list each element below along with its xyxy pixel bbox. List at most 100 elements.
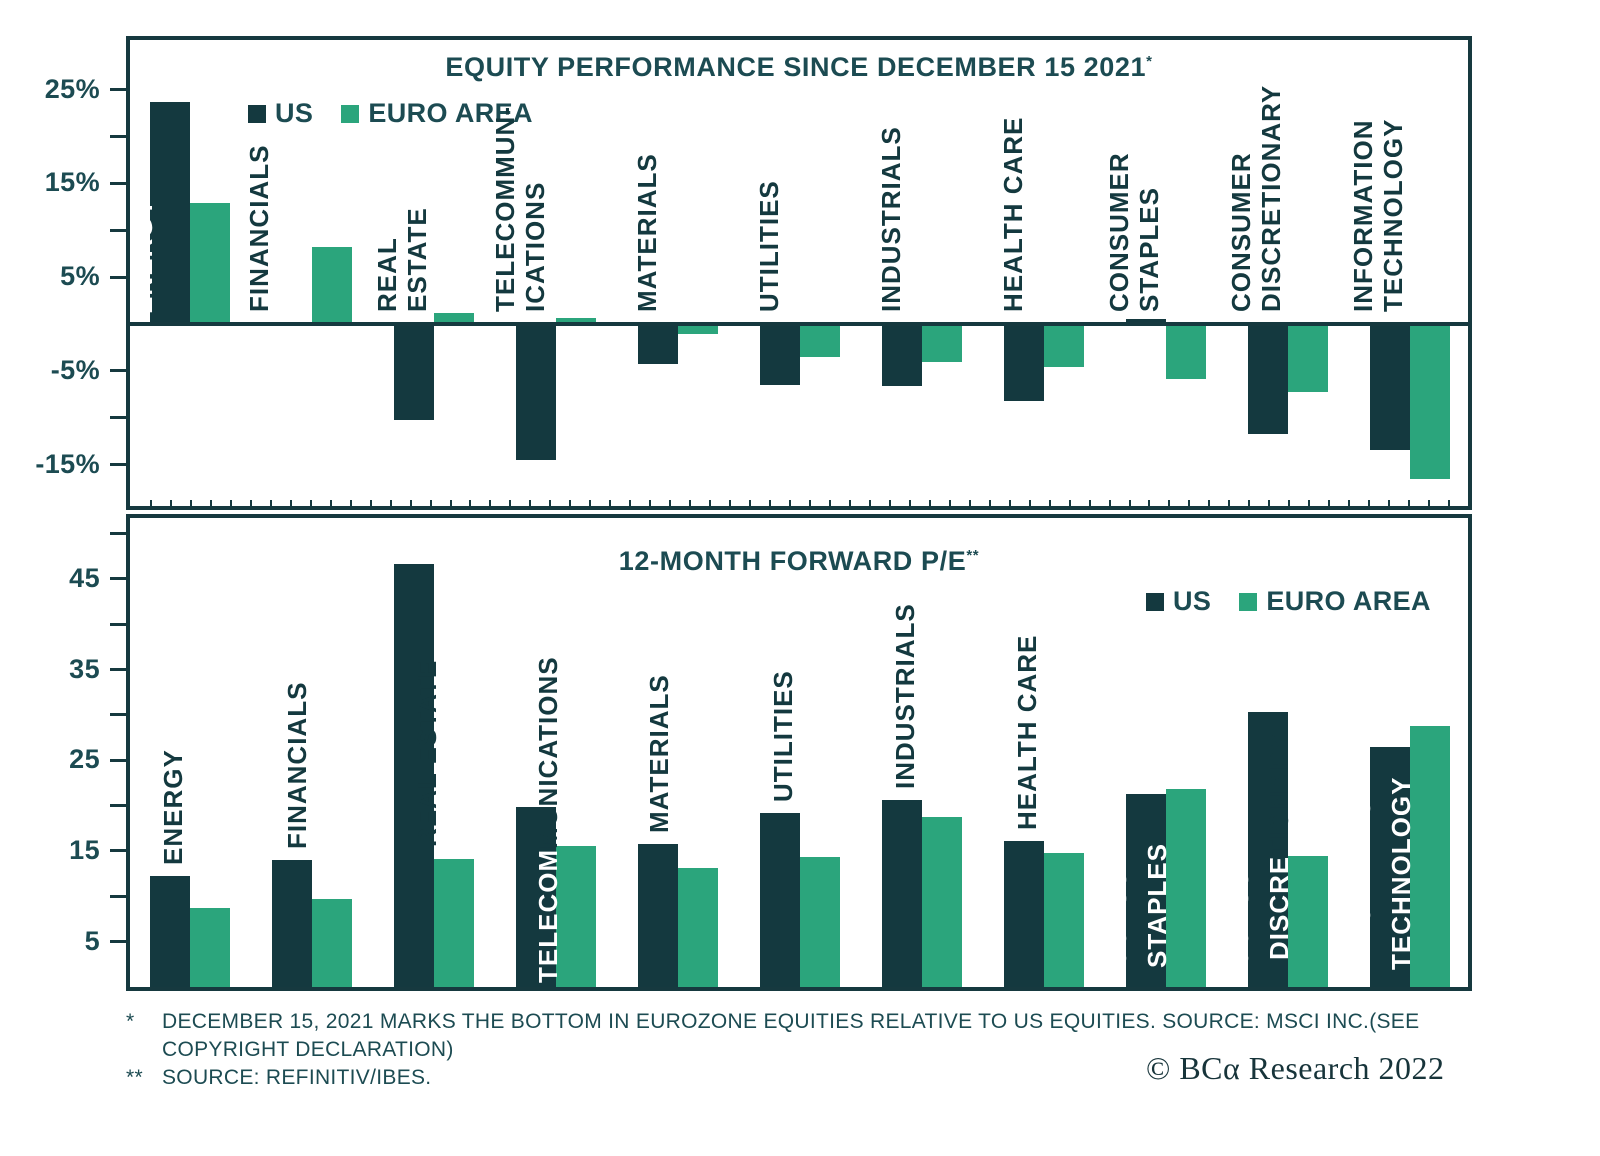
- category-label-consumer-staples: STAPLES: [1134, 187, 1164, 312]
- footnotes: * DECEMBER 15, 2021 MARKS THE BOTTOM IN …: [126, 1008, 1466, 1092]
- bar-us-industrials: [882, 800, 922, 987]
- x-axis-minor-tick: [928, 500, 931, 506]
- bar-euro-area-real-estate: [434, 859, 474, 987]
- legend-item-euro-area: EURO AREA: [1239, 586, 1431, 617]
- x-axis-minor-tick: [1088, 500, 1091, 506]
- y-axis-tick-label: 25%: [44, 73, 100, 104]
- forward-pe-chart-panel: 12-MONTH FORWARD P/E** US EURO AREA 45 35…: [69, 514, 1472, 991]
- y-axis-tick-label: 15%: [44, 167, 100, 198]
- y-axis-tick: [110, 758, 126, 762]
- bar-euro-area-consumer-discretionary: [1288, 324, 1328, 393]
- category-label-energy: ENERGY: [158, 749, 188, 865]
- x-axis-minor-tick: [629, 500, 632, 506]
- y-axis-tick: [110, 416, 126, 420]
- y-axis-tick: [110, 88, 126, 92]
- x-axis-minor-tick: [389, 500, 392, 506]
- x-axis-minor-tick: [589, 500, 592, 506]
- category-label-consumer-staples: STAPLES: [1142, 843, 1172, 968]
- y-axis-tick-label: 5%: [60, 261, 100, 292]
- y-axis-tick: [110, 228, 126, 232]
- us-swatch-icon: [1146, 592, 1164, 611]
- x-axis-minor-tick: [1348, 500, 1351, 506]
- x-axis-minor-tick: [169, 500, 172, 506]
- bar-euro-area-health-care: [1044, 852, 1084, 987]
- x-axis-minor-tick: [988, 500, 991, 506]
- bar-us-consumer-discretionary: [1248, 324, 1288, 434]
- y-axis-tick: [110, 894, 126, 898]
- y-axis-tick: [110, 181, 126, 185]
- x-axis-minor-tick: [749, 500, 752, 506]
- y-axis-tick: [110, 532, 126, 535]
- x-axis-minor-tick: [1428, 500, 1431, 506]
- bar-us-telecommunications: [516, 806, 556, 987]
- category-label-real-estate: REAL ESTATE: [412, 659, 442, 847]
- x-axis-minor-tick: [569, 500, 572, 506]
- chart-title-footnote-marker: **: [966, 547, 980, 564]
- x-axis-minor-tick: [1108, 500, 1111, 506]
- bar-euro-area-real-estate: [434, 312, 474, 324]
- y-axis-tick: [110, 369, 126, 373]
- x-axis-minor-tick: [489, 500, 492, 506]
- legend-item-euro-area: EURO AREA: [341, 98, 533, 129]
- x-axis-minor-tick: [149, 500, 152, 506]
- y-axis-tick-label: 15: [69, 834, 100, 865]
- bar-euro-area-utilities: [800, 324, 840, 357]
- bar-us-utilities: [760, 324, 800, 385]
- x-axis-minor-tick: [1388, 500, 1391, 506]
- chart-title-footnote-marker: *: [1146, 53, 1153, 70]
- category-label-utilities: UTILITIES: [754, 180, 784, 312]
- x-axis-minor-tick: [1188, 500, 1191, 506]
- chart-title-text: 12-MONTH FORWARD P/E: [618, 546, 967, 576]
- y-axis-tick: [110, 463, 126, 467]
- category-label-information-technology: INFORMATION: [1346, 777, 1376, 971]
- x-axis-minor-tick: [709, 500, 712, 506]
- legend-item-us: US: [1146, 586, 1211, 617]
- x-axis-minor-tick: [469, 500, 472, 506]
- bar-us-real-estate: [394, 564, 434, 987]
- category-label-health-care: HEALTH CARE: [998, 116, 1028, 312]
- category-label-telecommunications: TELECOMMUN-: [490, 106, 520, 312]
- x-axis-minor-tick: [1248, 500, 1251, 506]
- legend-label-us: US: [1173, 586, 1212, 616]
- bca-research-logo: © BCα Research 2022: [1146, 1050, 1445, 1086]
- y-axis-tick-label: 35: [69, 653, 100, 684]
- x-axis-minor-tick: [549, 500, 552, 506]
- x-axis-minor-tick: [1368, 500, 1371, 506]
- x-axis-minor-tick: [968, 500, 971, 506]
- bar-euro-area-industrials: [922, 817, 962, 987]
- x-axis-minor-tick: [1268, 500, 1271, 506]
- x-axis-minor-tick: [449, 500, 452, 506]
- bar-euro-area-utilities: [800, 857, 840, 987]
- x-axis-minor-tick: [349, 500, 352, 506]
- bar-euro-area-industrials: [922, 324, 962, 363]
- footnote-2: ** SOURCE: REFINITIV/IBES.: [126, 1064, 1466, 1092]
- equity-performance-chart-panel: EQUITY PERFORMANCE SINCE DECEMBER 15 202…: [35, 36, 1472, 510]
- euro-area-swatch-icon: [341, 104, 360, 123]
- footnote-1: * DECEMBER 15, 2021 MARKS THE BOTTOM IN …: [126, 1008, 1466, 1064]
- bar-us-financials: [272, 860, 312, 987]
- x-axis-minor-tick: [229, 500, 232, 506]
- bar-us-real-estate: [394, 324, 434, 420]
- x-axis-minor-tick: [269, 500, 272, 506]
- chart-title-text: EQUITY PERFORMANCE SINCE DECEMBER 15 202…: [445, 52, 1147, 82]
- category-label-materials: MATERIALS: [632, 153, 662, 312]
- x-axis-minor-tick: [409, 500, 412, 506]
- x-axis-minor-tick: [888, 500, 891, 506]
- category-label-financials: FINANCIALS: [282, 681, 312, 849]
- legend-label-euro-area: EURO AREA: [368, 98, 533, 128]
- chart-title: EQUITY PERFORMANCE SINCE DECEMBER 15 202…: [130, 52, 1468, 83]
- footnote-line: DECEMBER 15, 2021 MARKS THE BOTTOM IN EU…: [162, 1010, 1420, 1033]
- y-axis-tick: [110, 940, 126, 944]
- x-axis-minor-tick: [868, 500, 871, 506]
- x-axis-minor-tick: [1148, 500, 1151, 506]
- bar-us-materials: [638, 843, 678, 987]
- y-axis-tick: [110, 577, 126, 581]
- chart-title: 12-MONTH FORWARD P/E**: [130, 546, 1468, 577]
- x-axis-minor-tick: [1128, 500, 1131, 506]
- bar-euro-area-telecommunications: [556, 846, 596, 987]
- bar-euro-area-materials: [678, 324, 718, 335]
- legend: US EURO AREA: [1146, 586, 1431, 617]
- bar-euro-area-information-technology: [1410, 725, 1450, 987]
- legend-label-us: US: [275, 98, 314, 128]
- x-axis-minor-tick: [1328, 500, 1331, 506]
